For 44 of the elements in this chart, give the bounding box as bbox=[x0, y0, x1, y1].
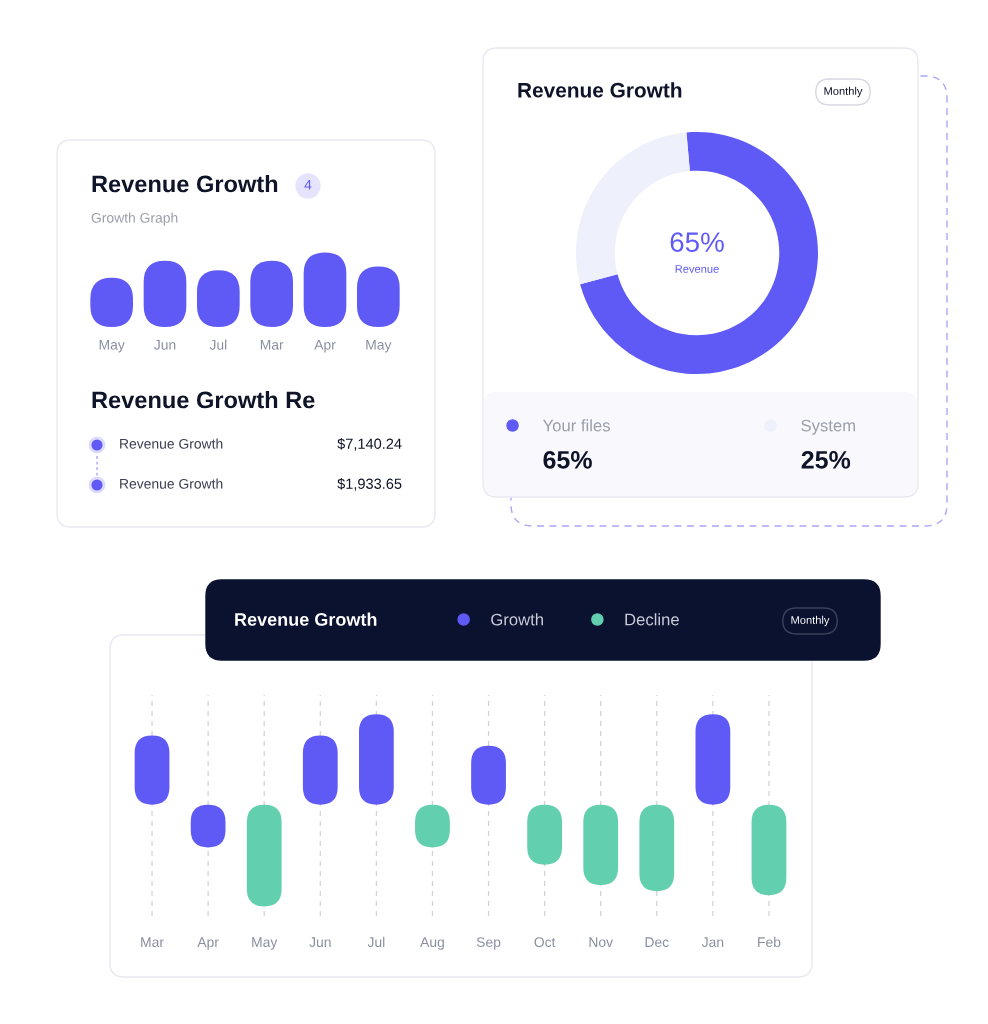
chart-subtitle: Growth Graph bbox=[91, 212, 178, 226]
text: Revenue Growth bbox=[120, 478, 223, 489]
text: 65% bbox=[670, 232, 724, 252]
x-tick-label: Aug bbox=[420, 937, 444, 950]
x-tick-label: Jul bbox=[367, 936, 385, 948]
x-tick-label: Mar bbox=[260, 340, 284, 350]
x-tick-label: Feb bbox=[758, 936, 781, 948]
donut-slice bbox=[580, 132, 818, 374]
x-tick-label: Oct bbox=[534, 937, 556, 948]
text: Revenue Growth Re bbox=[92, 390, 315, 409]
x-tick-label: May bbox=[252, 937, 278, 950]
chart-title: Revenue Growth bbox=[518, 82, 682, 98]
bar bbox=[751, 804, 787, 896]
x-tick-label: Apr bbox=[314, 340, 336, 353]
chart-title: Revenue Growth bbox=[92, 175, 278, 193]
x-tick-label: Nov bbox=[589, 937, 614, 948]
x-tick-label: Jun bbox=[309, 937, 331, 948]
bar bbox=[639, 804, 675, 892]
x-tick-label: Jun bbox=[154, 340, 176, 350]
text: Revenue bbox=[675, 265, 719, 273]
data-label: 65% bbox=[543, 451, 592, 469]
x-tick-label: Jan bbox=[701, 937, 724, 948]
x-tick-label: Sep bbox=[476, 937, 501, 950]
x-tick-label: Apr bbox=[197, 937, 219, 950]
legend-label: Growth bbox=[491, 613, 543, 626]
legend-label: System bbox=[801, 419, 855, 435]
text: Revenue Growth bbox=[120, 438, 223, 449]
text: $7,140.24 bbox=[337, 437, 402, 451]
legend-label: Your files bbox=[542, 419, 610, 432]
data-label: 25% bbox=[801, 451, 851, 469]
x-tick-label: Jul bbox=[209, 339, 227, 350]
x-tick-label: May bbox=[99, 340, 125, 353]
bar bbox=[695, 714, 731, 805]
text: Monthly bbox=[824, 86, 863, 98]
text: 4 bbox=[304, 180, 312, 190]
text: Monthly bbox=[791, 615, 830, 627]
chart-title: Revenue Growth bbox=[235, 612, 377, 626]
bar bbox=[358, 714, 394, 805]
bar bbox=[246, 804, 282, 907]
x-tick-label: May bbox=[366, 340, 392, 353]
x-tick-label: Dec bbox=[645, 937, 669, 948]
text: $1,933.65 bbox=[337, 477, 402, 491]
x-tick-label: Mar bbox=[141, 937, 164, 948]
legend-label: Decline bbox=[625, 613, 679, 626]
